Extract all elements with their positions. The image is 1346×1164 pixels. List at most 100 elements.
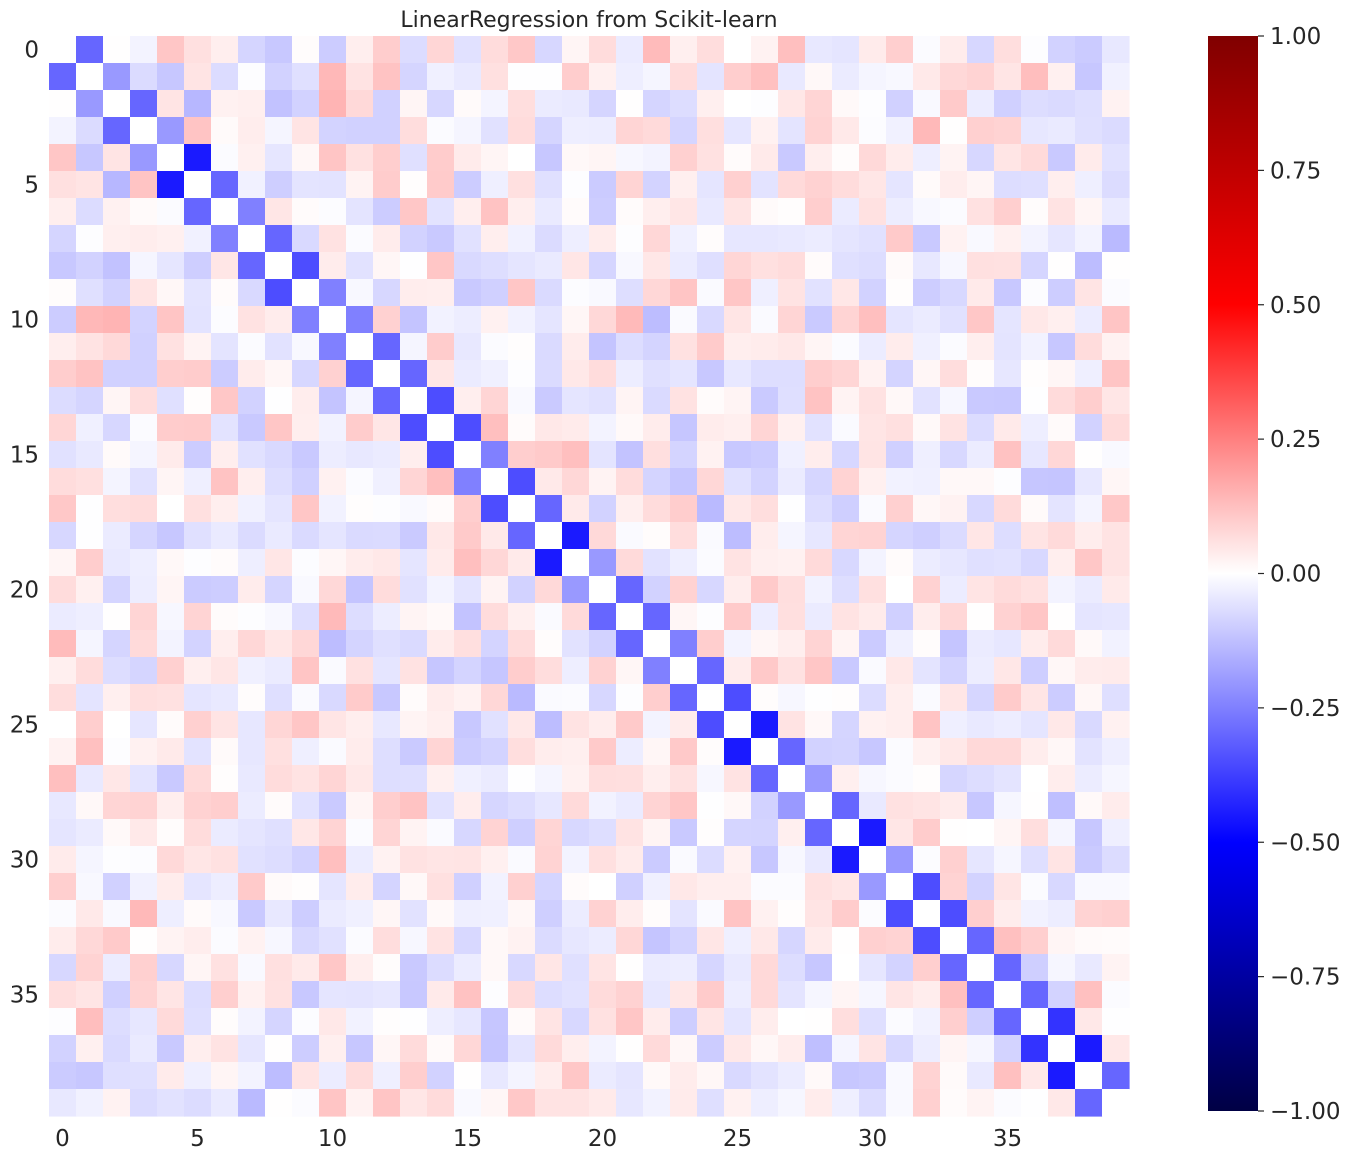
heatmap-cell <box>103 387 131 415</box>
heatmap-cell <box>751 198 779 226</box>
heatmap-cell <box>130 198 158 226</box>
heatmap-cell <box>562 819 590 847</box>
heatmap-cell <box>265 333 293 361</box>
heatmap-cell <box>427 171 455 199</box>
heatmap-cell <box>1048 684 1076 712</box>
heatmap-cell <box>832 927 860 955</box>
heatmap-cell <box>886 954 914 982</box>
heatmap-cell <box>913 765 941 793</box>
heatmap-cell <box>373 117 401 145</box>
heatmap-cell <box>1075 684 1103 712</box>
heatmap-cell <box>454 819 482 847</box>
heatmap-cell <box>724 387 752 415</box>
heatmap-cell <box>778 900 806 928</box>
heatmap-cell <box>1021 360 1049 388</box>
heatmap-cell <box>643 441 671 469</box>
heatmap-cell <box>832 603 860 631</box>
heatmap-cell <box>103 117 131 145</box>
heatmap-cell <box>1048 495 1076 523</box>
heatmap-cell <box>211 1035 239 1063</box>
heatmap-cell <box>832 198 860 226</box>
heatmap-cell <box>238 1035 266 1063</box>
heatmap-cell <box>994 1035 1022 1063</box>
heatmap-cell <box>994 441 1022 469</box>
heatmap-cell <box>157 252 185 280</box>
heatmap-cell <box>832 63 860 91</box>
heatmap-cell <box>994 63 1022 91</box>
heatmap-cell <box>589 1089 617 1117</box>
heatmap-cell <box>265 117 293 145</box>
heatmap-cell <box>49 684 77 712</box>
heatmap-cell <box>400 306 428 334</box>
heatmap-cell <box>238 441 266 469</box>
heatmap-cell <box>697 738 725 766</box>
heatmap-cell <box>724 1062 752 1090</box>
heatmap-cell <box>643 1062 671 1090</box>
heatmap-cell <box>670 360 698 388</box>
heatmap-cell <box>697 819 725 847</box>
heatmap-cell <box>562 468 590 496</box>
heatmap-cell <box>643 873 671 901</box>
heatmap-cell <box>373 711 401 739</box>
heatmap-cell <box>913 252 941 280</box>
heatmap-cell <box>49 1035 77 1063</box>
heatmap-cell <box>265 711 293 739</box>
heatmap-cell <box>292 549 320 577</box>
heatmap-cell <box>400 36 428 64</box>
heatmap-cell <box>373 387 401 415</box>
heatmap-cell <box>724 819 752 847</box>
heatmap-cell <box>589 198 617 226</box>
heatmap-cell <box>589 981 617 1009</box>
heatmap-cell <box>670 873 698 901</box>
heatmap-cell <box>427 1062 455 1090</box>
heatmap-cell <box>616 603 644 631</box>
heatmap-cell <box>724 198 752 226</box>
heatmap-cell <box>454 117 482 145</box>
heatmap-cell <box>616 171 644 199</box>
heatmap-cell <box>589 684 617 712</box>
heatmap-cell <box>1075 306 1103 334</box>
heatmap-cell <box>967 333 995 361</box>
heatmap-cell <box>859 657 887 685</box>
heatmap-cell <box>76 1062 104 1090</box>
heatmap-cell <box>994 171 1022 199</box>
heatmap-cell <box>454 630 482 658</box>
heatmap-cell <box>346 387 374 415</box>
heatmap-cell <box>481 954 509 982</box>
heatmap-cell <box>1021 225 1049 253</box>
heatmap-cell <box>292 1035 320 1063</box>
heatmap-cell <box>103 1089 131 1117</box>
heatmap-cell <box>157 576 185 604</box>
heatmap-cell <box>859 819 887 847</box>
heatmap-cell <box>832 981 860 1009</box>
heatmap-cell <box>292 711 320 739</box>
heatmap-cell <box>400 225 428 253</box>
heatmap-cell <box>940 495 968 523</box>
heatmap-cell <box>805 1089 833 1117</box>
heatmap-cell <box>1021 765 1049 793</box>
heatmap-cell <box>49 711 77 739</box>
heatmap-cell <box>157 495 185 523</box>
heatmap-cell <box>157 846 185 874</box>
heatmap-cell <box>913 1035 941 1063</box>
heatmap-cell <box>778 954 806 982</box>
heatmap-cell <box>616 252 644 280</box>
heatmap-cell <box>103 873 131 901</box>
heatmap-cell <box>940 549 968 577</box>
heatmap-cell <box>562 765 590 793</box>
heatmap-cell <box>508 684 536 712</box>
heatmap-cell <box>157 387 185 415</box>
heatmap-cell <box>76 63 104 91</box>
heatmap-cell <box>886 225 914 253</box>
heatmap-cell <box>130 144 158 172</box>
heatmap-cell <box>346 738 374 766</box>
heatmap-cell <box>76 900 104 928</box>
heatmap-cell <box>49 549 77 577</box>
heatmap-cell <box>427 765 455 793</box>
heatmap-cell <box>670 333 698 361</box>
heatmap-cell <box>535 900 563 928</box>
heatmap-cell <box>76 981 104 1009</box>
heatmap-cell <box>1075 657 1103 685</box>
heatmap-cell <box>346 927 374 955</box>
heatmap-cell <box>103 1008 131 1036</box>
